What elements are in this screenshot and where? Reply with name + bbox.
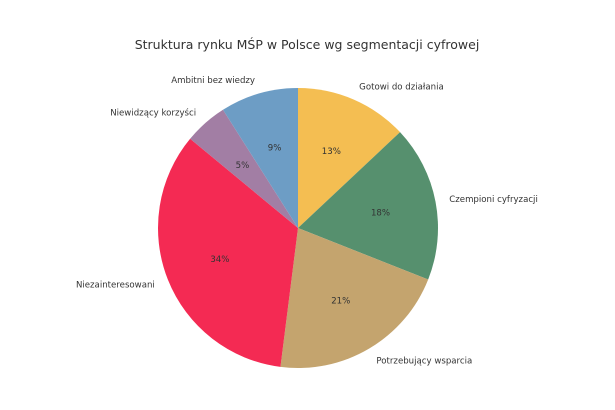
pie-category-label: Potrzebujący wsparcia <box>376 357 472 367</box>
pie-percent-label: 5% <box>236 161 250 171</box>
pie-slice-czempioni-cyfryzacji <box>298 132 438 280</box>
pie-percent-label: 21% <box>331 296 350 306</box>
pie-category-label: Czempioni cyfryzacji <box>449 195 538 205</box>
pie-percent-label: 18% <box>371 208 390 218</box>
pie-percent-label: 13% <box>322 147 341 157</box>
pie-category-label: Gotowi do działania <box>359 83 444 93</box>
pie-category-label: Niezainteresowani <box>76 281 155 291</box>
pie-category-label: Ambitni bez wiedzy <box>171 76 255 86</box>
pie-slice-gotowi-do-dzialania <box>298 88 401 228</box>
pie-slice-niewidzacy-korzysci <box>190 109 298 228</box>
pie-labels: 13% Gotowi do działania 18% Czempioni cyfry… <box>76 76 538 366</box>
pie-slice-potrzebujacy-wsparcia <box>280 228 429 368</box>
pie-slice-ambitni-bez-wiedzy <box>222 88 298 228</box>
chart-title: Struktura rynku MŚP w Polsce wg segmenta… <box>135 37 480 52</box>
pie-slices <box>158 88 438 368</box>
pie-category-label: Niewidzący korzyści <box>110 107 196 118</box>
pie-percent-label: 9% <box>268 143 282 153</box>
pie-slice-niezainteresowani <box>158 138 298 367</box>
pie-percent-label: 34% <box>210 255 229 265</box>
